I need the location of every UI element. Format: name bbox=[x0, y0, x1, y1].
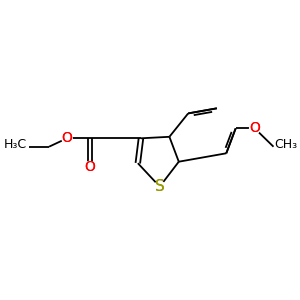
Text: H₃C: H₃C bbox=[4, 138, 27, 151]
Circle shape bbox=[154, 181, 165, 192]
Text: O: O bbox=[249, 122, 260, 135]
Text: S: S bbox=[155, 179, 165, 194]
Circle shape bbox=[62, 133, 72, 144]
Text: O: O bbox=[61, 131, 72, 145]
Circle shape bbox=[250, 123, 260, 134]
Text: O: O bbox=[84, 160, 95, 174]
Text: O: O bbox=[84, 160, 95, 174]
Text: S: S bbox=[155, 179, 165, 194]
Circle shape bbox=[85, 161, 95, 172]
Text: CH₃: CH₃ bbox=[274, 138, 297, 151]
Text: O: O bbox=[249, 122, 260, 135]
Text: O: O bbox=[61, 131, 72, 145]
